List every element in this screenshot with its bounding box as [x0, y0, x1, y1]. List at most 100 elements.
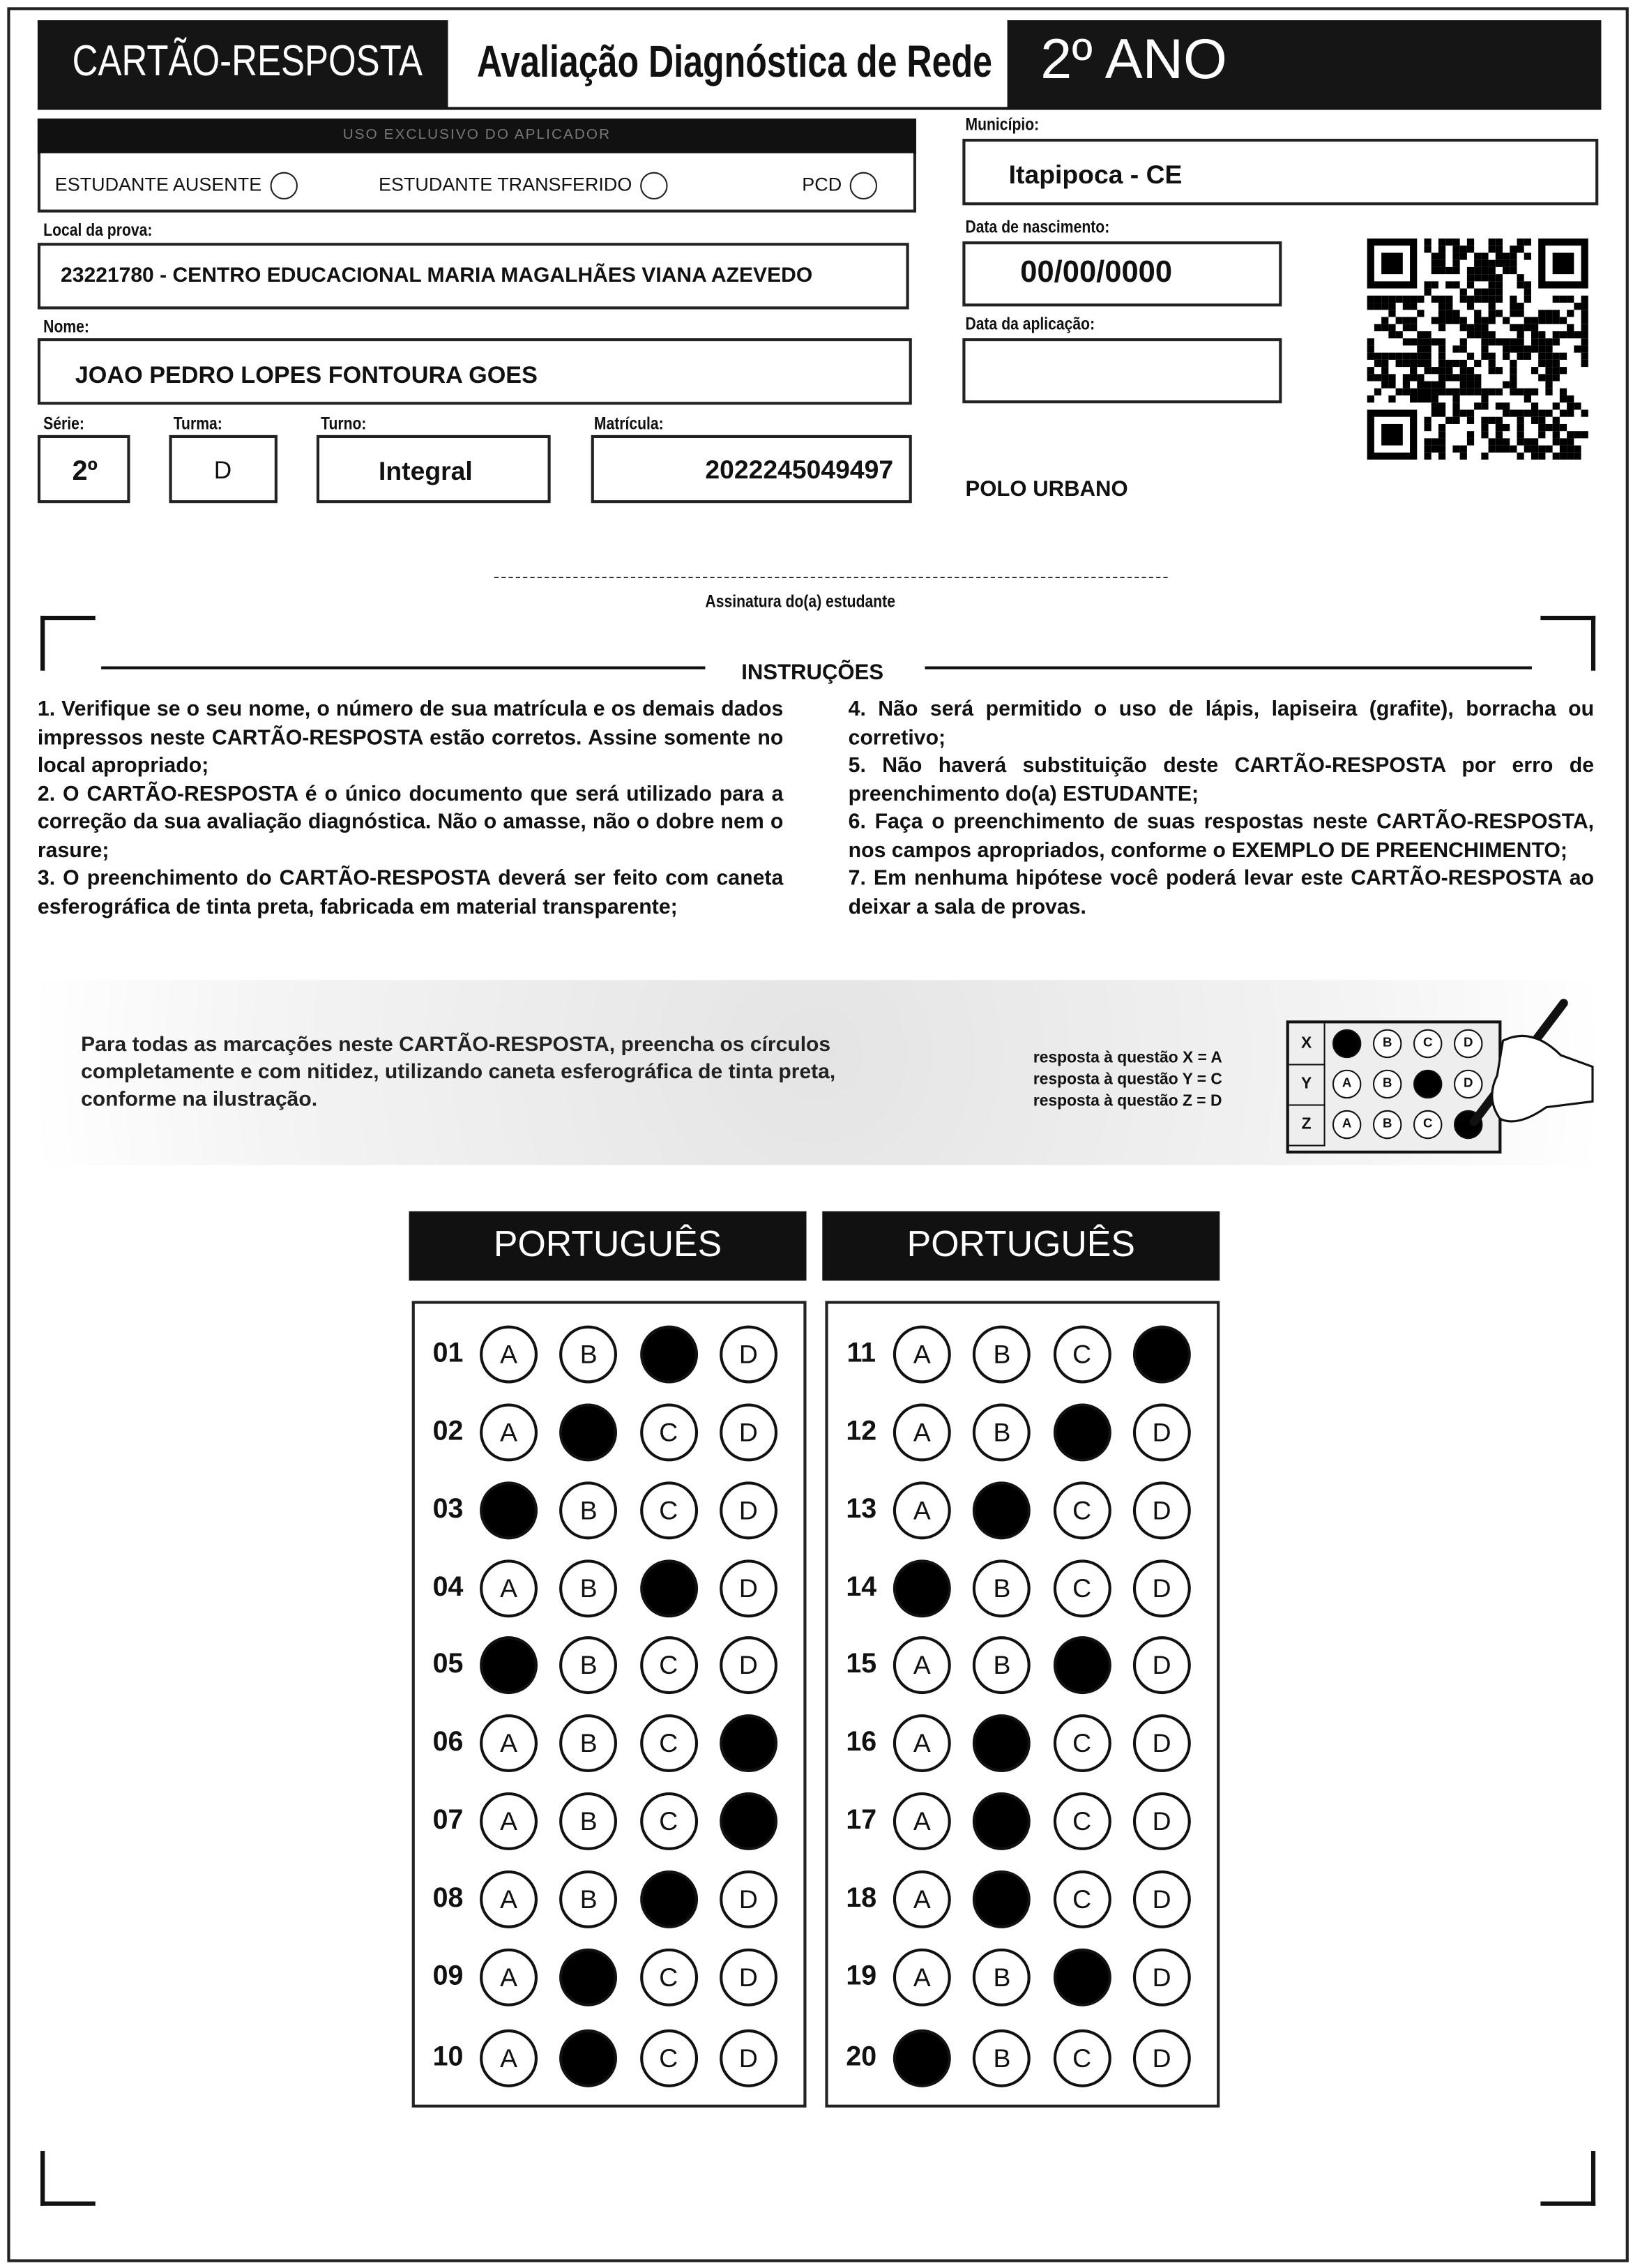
bubble-08-B[interactable]: B	[559, 1870, 618, 1928]
bubble-06-D-marked[interactable]	[719, 1714, 777, 1773]
bubble-06-B[interactable]: B	[559, 1714, 618, 1773]
bubble-12-C-marked[interactable]	[1053, 1403, 1111, 1462]
transferred-radio[interactable]	[640, 172, 669, 200]
bubble-19-C-marked[interactable]	[1053, 1948, 1111, 2006]
bubble-09-B-marked[interactable]	[559, 1948, 618, 2006]
bubble-01-B[interactable]: B	[559, 1325, 618, 1384]
bubble-18-A[interactable]: A	[893, 1870, 951, 1928]
bubble-11-A[interactable]: A	[893, 1325, 951, 1384]
local-label: Local da prova:	[43, 220, 153, 241]
bubble-10-A[interactable]: A	[480, 2029, 538, 2087]
bubble-01-A[interactable]: A	[480, 1325, 538, 1384]
bubble-11-B[interactable]: B	[973, 1325, 1031, 1384]
question-number: 14	[846, 1572, 877, 1603]
example-bubble-X-D: D	[1454, 1029, 1483, 1059]
bubble-17-D[interactable]: D	[1132, 1792, 1191, 1850]
bubble-14-B[interactable]: B	[973, 1559, 1031, 1618]
bubble-05-B[interactable]: B	[559, 1636, 618, 1695]
bubble-17-C[interactable]: C	[1053, 1792, 1111, 1850]
bubble-13-A[interactable]: A	[893, 1481, 951, 1540]
bubble-19-D[interactable]: D	[1132, 1948, 1191, 2006]
bubble-09-D[interactable]: D	[719, 1948, 777, 2006]
bubble-05-D[interactable]: D	[719, 1636, 777, 1695]
bubble-12-B[interactable]: B	[973, 1403, 1031, 1462]
bubble-08-A[interactable]: A	[480, 1870, 538, 1928]
bubble-13-C[interactable]: C	[1053, 1481, 1111, 1540]
instruction-5: 5. Não haverá substituição deste CARTÃO-…	[848, 754, 1595, 806]
bubble-09-C[interactable]: C	[639, 1948, 698, 2006]
bubble-15-A[interactable]: A	[893, 1636, 951, 1695]
bubble-19-A[interactable]: A	[893, 1948, 951, 2006]
bubble-11-D-marked[interactable]	[1132, 1325, 1191, 1384]
bubble-16-D[interactable]: D	[1132, 1714, 1191, 1773]
bubble-01-D[interactable]: D	[719, 1325, 777, 1384]
bubble-07-C[interactable]: C	[639, 1792, 698, 1850]
bubble-03-C[interactable]: C	[639, 1481, 698, 1540]
bubble-10-C[interactable]: C	[639, 2029, 698, 2087]
bubble-07-A[interactable]: A	[480, 1792, 538, 1850]
bubble-14-D[interactable]: D	[1132, 1559, 1191, 1618]
bubble-14-A-marked[interactable]	[893, 1559, 951, 1618]
example-bubble-Y-B: B	[1372, 1069, 1402, 1099]
bubble-20-D[interactable]: D	[1132, 2029, 1191, 2087]
bubble-06-A[interactable]: A	[480, 1714, 538, 1773]
turma-label: Turma:	[173, 413, 222, 434]
bubble-10-D[interactable]: D	[719, 2029, 777, 2087]
bubble-06-C[interactable]: C	[639, 1714, 698, 1773]
example-bubble-Y-A: A	[1332, 1069, 1362, 1099]
bubble-04-D[interactable]: D	[719, 1559, 777, 1618]
bubble-16-A[interactable]: A	[893, 1714, 951, 1773]
bubble-07-B[interactable]: B	[559, 1792, 618, 1850]
bubble-03-B[interactable]: B	[559, 1481, 618, 1540]
bubble-08-C-marked[interactable]	[639, 1870, 698, 1928]
absent-radio[interactable]	[270, 172, 298, 200]
bubble-02-B-marked[interactable]	[559, 1403, 618, 1462]
bubble-15-C-marked[interactable]	[1053, 1636, 1111, 1695]
bubble-02-A[interactable]: A	[480, 1403, 538, 1462]
bubble-02-D[interactable]: D	[719, 1403, 777, 1462]
bubble-07-D-marked[interactable]	[719, 1792, 777, 1850]
bubble-19-B[interactable]: B	[973, 1948, 1031, 2006]
bubble-16-C[interactable]: C	[1053, 1714, 1111, 1773]
bubble-10-B-marked[interactable]	[559, 2029, 618, 2087]
bubble-13-B-marked[interactable]	[973, 1481, 1031, 1540]
bubble-13-D[interactable]: D	[1132, 1481, 1191, 1540]
instructions-right: 4. Não será permitido o uso de lápis, la…	[849, 697, 1594, 922]
bubble-14-C[interactable]: C	[1053, 1559, 1111, 1618]
bubble-17-A[interactable]: A	[893, 1792, 951, 1850]
pcd-radio[interactable]	[850, 172, 879, 200]
bubble-03-A-marked[interactable]	[480, 1481, 538, 1540]
bubble-18-B-marked[interactable]	[973, 1870, 1031, 1928]
name-value: JOAO PEDRO LOPES FONTOURA GOES	[75, 363, 538, 389]
question-number: 11	[846, 1338, 876, 1369]
bubble-18-C[interactable]: C	[1053, 1870, 1111, 1928]
exam-title: Avaliação Diagnóstica de Rede	[476, 36, 992, 87]
bubble-05-A-marked[interactable]	[480, 1636, 538, 1695]
question-number: 16	[846, 1727, 877, 1758]
bubble-05-C[interactable]: C	[639, 1636, 698, 1695]
bubble-15-B[interactable]: B	[973, 1636, 1031, 1695]
bubble-17-B-marked[interactable]	[973, 1792, 1031, 1850]
bubble-09-A[interactable]: A	[480, 1948, 538, 2006]
bubble-04-C-marked[interactable]	[639, 1559, 698, 1618]
bubble-04-A[interactable]: A	[480, 1559, 538, 1618]
bubble-08-D[interactable]: D	[719, 1870, 777, 1928]
bubble-11-C[interactable]: C	[1053, 1325, 1111, 1384]
bubble-12-D[interactable]: D	[1132, 1403, 1191, 1462]
bubble-20-C[interactable]: C	[1053, 2029, 1111, 2087]
bubble-15-D[interactable]: D	[1132, 1636, 1191, 1695]
bubble-01-C-marked[interactable]	[639, 1325, 698, 1384]
bubble-02-C[interactable]: C	[639, 1403, 698, 1462]
bubble-04-B[interactable]: B	[559, 1559, 618, 1618]
bubble-12-A[interactable]: A	[893, 1403, 951, 1462]
pcd-option[interactable]: PCD	[802, 172, 879, 200]
bubble-20-B[interactable]: B	[973, 2029, 1031, 2087]
bubble-03-D[interactable]: D	[719, 1481, 777, 1540]
bubble-20-A-marked[interactable]	[893, 2029, 951, 2087]
transferred-option[interactable]: ESTUDANTE TRANSFERIDO	[379, 172, 669, 200]
bubble-16-B-marked[interactable]	[973, 1714, 1031, 1773]
bubble-18-D[interactable]: D	[1132, 1870, 1191, 1928]
absent-option[interactable]: ESTUDANTE AUSENTE	[55, 172, 298, 200]
example-row-label: Y	[1289, 1064, 1326, 1106]
applicator-banner: USO EXCLUSIVO DO APLICADOR	[37, 118, 917, 153]
